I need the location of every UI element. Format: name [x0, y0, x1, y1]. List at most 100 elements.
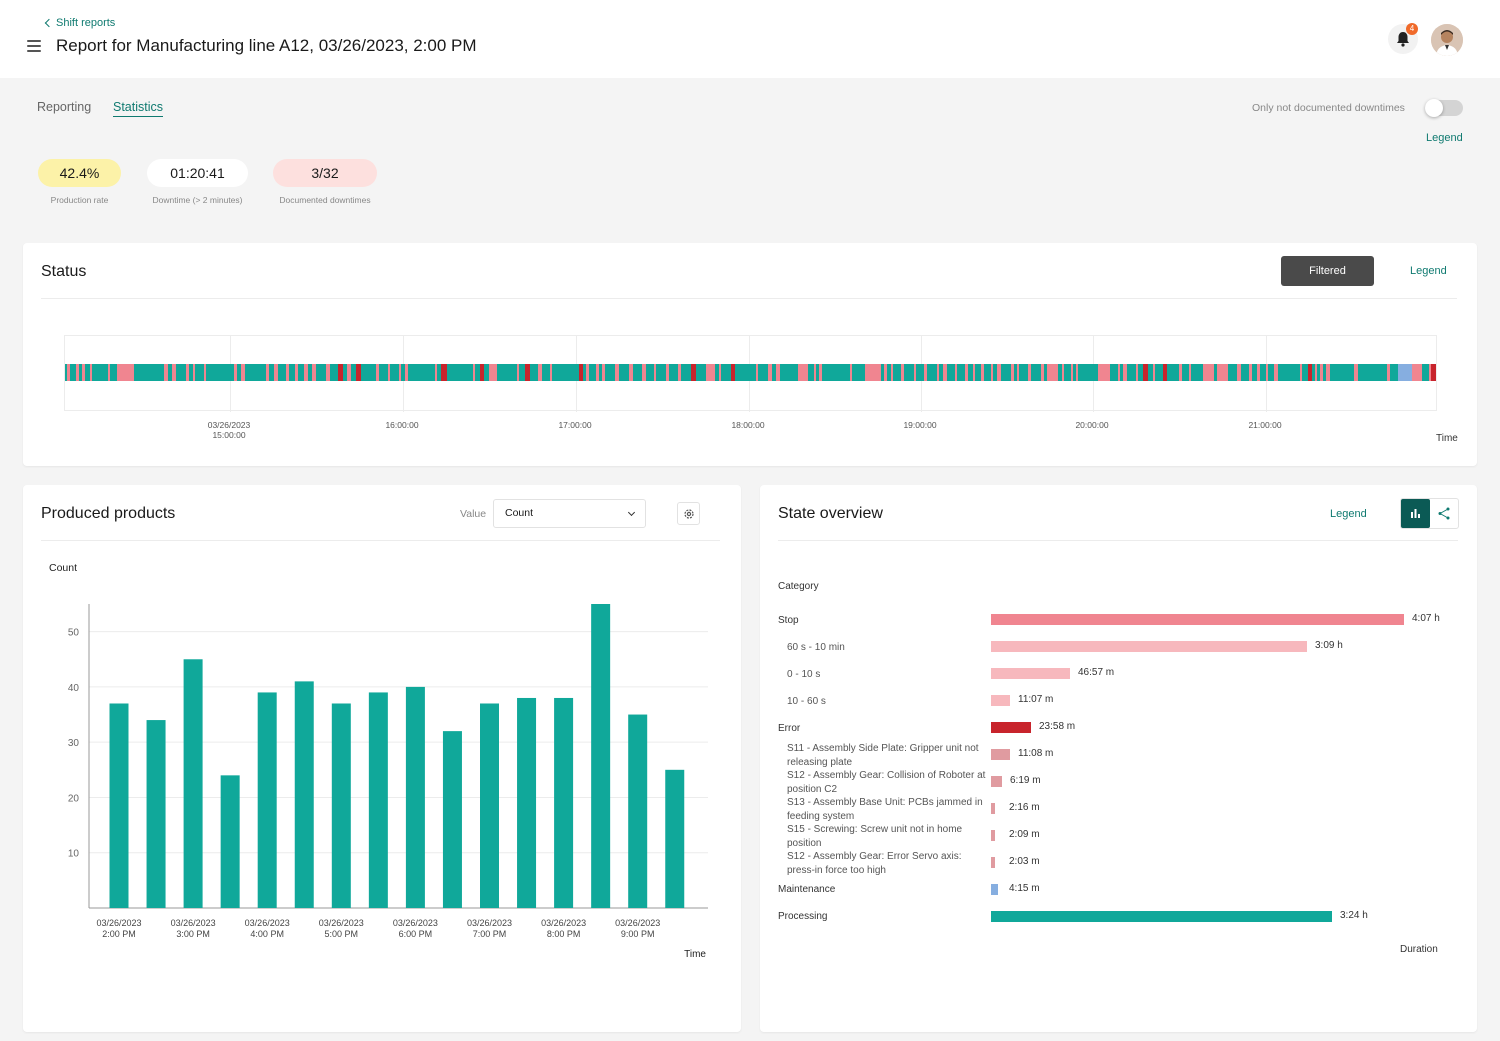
timeline-segment[interactable] — [1179, 364, 1182, 381]
timeline-segment[interactable] — [186, 364, 189, 381]
timeline-segment[interactable] — [924, 364, 927, 381]
legend-link[interactable]: Legend — [1426, 132, 1463, 144]
timeline-segment[interactable] — [1098, 364, 1110, 381]
timeline-segment[interactable] — [1028, 364, 1031, 381]
timeline-segment[interactable] — [326, 364, 330, 381]
timeline-segment[interactable] — [850, 364, 852, 381]
timeline-segment[interactable] — [517, 364, 519, 381]
bar[interactable] — [591, 604, 611, 908]
timeline-segment[interactable] — [164, 364, 168, 381]
timeline-segment[interactable] — [937, 364, 939, 381]
bar[interactable] — [368, 692, 388, 908]
duration-bar[interactable] — [991, 830, 995, 841]
timeline-segment[interactable] — [1409, 364, 1422, 381]
timeline-segment[interactable] — [1217, 364, 1228, 381]
timeline-segment[interactable] — [586, 364, 589, 381]
timeline-segment[interactable] — [1189, 364, 1191, 381]
timeline-segment[interactable] — [706, 364, 715, 381]
tab-reporting[interactable]: Reporting — [37, 100, 92, 114]
timeline-segment[interactable] — [719, 364, 721, 381]
timeline-segment[interactable] — [304, 364, 308, 381]
timeline-segment[interactable] — [1071, 364, 1073, 381]
timeline-segment[interactable] — [473, 364, 475, 381]
timeline-segment[interactable] — [1136, 364, 1138, 381]
bar[interactable] — [331, 703, 351, 908]
timeline-segment[interactable] — [1153, 364, 1155, 381]
timeline-segment[interactable] — [1118, 364, 1120, 381]
timeline-segment[interactable] — [108, 364, 110, 381]
bar[interactable] — [220, 775, 240, 908]
timeline-segment[interactable] — [973, 364, 975, 381]
timeline-segment[interactable] — [731, 364, 735, 381]
bar-view-button[interactable] — [1401, 499, 1430, 528]
timeline-segment[interactable] — [666, 364, 669, 381]
timeline-segment[interactable] — [241, 364, 245, 381]
timeline-segment[interactable] — [814, 364, 816, 381]
timeline-segment[interactable] — [756, 364, 758, 381]
timeline-segment[interactable] — [76, 364, 79, 381]
timeline-segment[interactable] — [629, 364, 633, 381]
timeline-segment[interactable] — [1076, 364, 1078, 381]
duration-bar[interactable] — [991, 776, 1002, 787]
timeline-segment[interactable] — [768, 364, 772, 381]
timeline-segment[interactable] — [399, 364, 401, 381]
duration-bar[interactable] — [991, 668, 1070, 679]
timeline-segment[interactable] — [356, 364, 361, 381]
timeline-segment[interactable] — [901, 364, 904, 381]
timeline-segment[interactable] — [642, 364, 646, 381]
timeline-segment[interactable] — [489, 364, 497, 381]
timeline-segment[interactable] — [955, 364, 957, 381]
timeline-segment[interactable] — [67, 364, 70, 381]
timeline-segment[interactable] — [819, 364, 822, 381]
timeline-segment[interactable] — [266, 364, 269, 381]
bar[interactable] — [628, 714, 648, 908]
timeline-segment[interactable] — [1354, 364, 1358, 381]
timeline-segment[interactable] — [678, 364, 681, 381]
timeline-segment[interactable] — [435, 364, 437, 381]
timeline-segment[interactable] — [1398, 364, 1412, 381]
bar[interactable] — [109, 703, 129, 908]
timeline-segment[interactable] — [347, 364, 351, 381]
timeline-segment[interactable] — [193, 364, 195, 381]
timeline-segment[interactable] — [172, 364, 176, 381]
timeline-segment[interactable] — [1249, 364, 1252, 381]
timeline-segment[interactable] — [117, 364, 134, 381]
timeline-segment[interactable] — [798, 364, 808, 381]
timeline-segment[interactable] — [234, 364, 237, 381]
bar[interactable] — [665, 769, 685, 908]
duration-bar[interactable] — [991, 641, 1307, 652]
tree-view-button[interactable] — [1430, 499, 1459, 528]
back-link[interactable]: Shift reports — [44, 17, 115, 29]
bar[interactable] — [442, 731, 462, 908]
bar[interactable] — [294, 681, 314, 908]
timeline-segment[interactable] — [388, 364, 390, 381]
avatar[interactable] — [1431, 24, 1463, 56]
timeline-segment[interactable] — [1431, 364, 1436, 381]
timeline-segment[interactable] — [286, 364, 289, 381]
bar[interactable] — [480, 703, 499, 908]
duration-bar[interactable] — [991, 695, 1010, 706]
bar[interactable] — [257, 692, 277, 908]
timeline-segment[interactable] — [1163, 364, 1167, 381]
timeline-segment[interactable] — [338, 364, 343, 381]
timeline-segment[interactable] — [943, 364, 947, 381]
timeline-segment[interactable] — [82, 364, 85, 381]
duration-bar[interactable] — [991, 884, 998, 895]
duration-bar[interactable] — [991, 911, 1332, 922]
timeline-segment[interactable] — [965, 364, 968, 381]
timeline-segment[interactable] — [312, 364, 316, 381]
timeline-segment[interactable] — [525, 364, 530, 381]
timeline-segment[interactable] — [691, 364, 696, 381]
timeline-segment[interactable] — [1308, 364, 1312, 381]
timeline-segment[interactable] — [376, 364, 379, 381]
timeline-segment[interactable] — [891, 364, 893, 381]
timeline-segment[interactable] — [295, 364, 298, 381]
timeline-segment[interactable] — [1274, 364, 1278, 381]
timeline-segment[interactable] — [654, 364, 656, 381]
timeline-segment[interactable] — [991, 364, 993, 381]
timeline-segment[interactable] — [579, 364, 583, 381]
timeline-segment[interactable] — [204, 364, 206, 381]
timeline-segment[interactable] — [550, 364, 552, 381]
timeline-segment[interactable] — [776, 364, 780, 381]
timeline-segment[interactable] — [914, 364, 916, 381]
